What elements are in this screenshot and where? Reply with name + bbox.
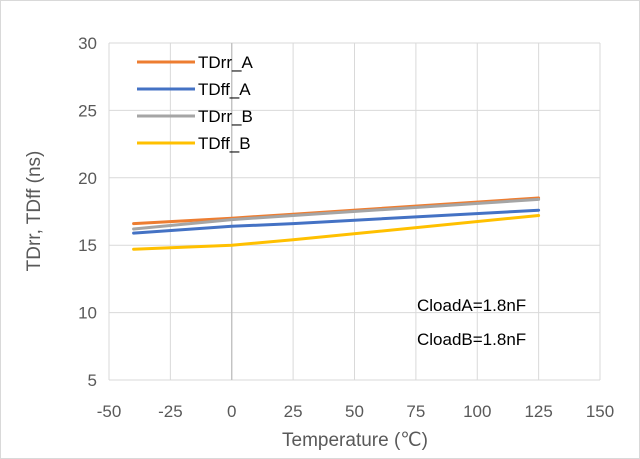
series-lines bbox=[132, 196, 541, 251]
x-tick-label: 50 bbox=[345, 402, 364, 421]
x-tick-label: -25 bbox=[158, 402, 183, 421]
annotation-text: CloadB=1.8nF bbox=[417, 330, 526, 349]
y-axis-ticks: 5 10 15 20 25 30 bbox=[78, 34, 97, 390]
x-axis-ticks: -50 -25 0 25 50 75 100 125 150 bbox=[97, 402, 614, 421]
y-tick-label: 30 bbox=[78, 34, 97, 53]
y-tick-label: 15 bbox=[78, 236, 97, 255]
x-tick-label: 25 bbox=[284, 402, 303, 421]
y-axis-title: TDrr, TDff (ns) bbox=[24, 151, 45, 272]
legend-label: TDff_A bbox=[198, 80, 251, 99]
series-line-tdrr-b bbox=[132, 197, 541, 231]
x-tick-label: 75 bbox=[406, 402, 425, 421]
legend-label: TDrr_A bbox=[198, 53, 253, 72]
x-tick-label: 100 bbox=[463, 402, 491, 421]
y-tick-label: 20 bbox=[78, 169, 97, 188]
y-tick-label: 25 bbox=[78, 101, 97, 120]
x-tick-label: 150 bbox=[586, 402, 614, 421]
x-tick-label: -50 bbox=[97, 402, 122, 421]
legend-label: TDrr_B bbox=[198, 107, 253, 126]
legend-label: TDff_B bbox=[198, 134, 251, 153]
annotation-text: CloadA=1.8nF bbox=[417, 296, 526, 315]
x-tick-label: 0 bbox=[227, 402, 236, 421]
y-tick-label: 5 bbox=[88, 371, 97, 390]
gridlines bbox=[108, 42, 601, 381]
series-line-tdff-a bbox=[132, 208, 541, 235]
x-axis-title: Temperature (℃) bbox=[282, 430, 428, 451]
legend: TDrr_A TDff_A TDrr_B TDff_B bbox=[137, 53, 253, 153]
series-line-tdff-b bbox=[132, 214, 541, 251]
y-tick-label: 10 bbox=[78, 304, 97, 323]
x-tick-label: 125 bbox=[524, 402, 552, 421]
annotation-box: CloadA=1.8nF CloadB=1.8nF bbox=[417, 296, 526, 349]
